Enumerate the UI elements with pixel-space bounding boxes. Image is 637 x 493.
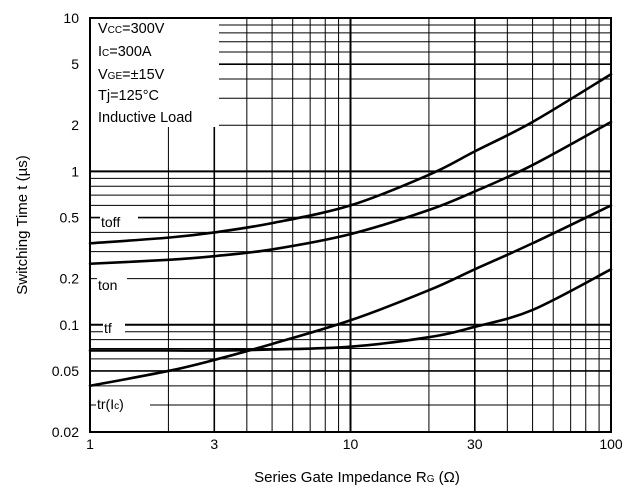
y-axis-title: Switching Time t (µs) [14,155,31,295]
plot-border [89,17,612,433]
series-label-background [97,277,127,293]
x-tick-label: 100 [599,436,623,452]
series-line-tf [88,268,613,352]
series-line-tr(Ic) [88,204,613,388]
series-label-toff: toff [101,214,120,230]
series-labels: toff ton tf tr(Ic) [96,214,150,412]
axis-titles: Series Gate Impedance RG (Ω) Switching Ti… [14,155,460,486]
y-tick-label: 0.05 [52,363,79,379]
conditions-box: VCC=300V IC=300A VGE=±15V Tj=125°C Inductive… [91,19,219,127]
series-label-ton: ton [98,277,117,293]
y-tick-label: 0.1 [60,317,80,333]
series-lines [88,72,613,388]
y-tick-label: 0.02 [52,424,79,440]
condition-text: Inductive Load [98,110,192,126]
series-label-tr(Ic): tr(Ic) [97,396,124,412]
x-tick-label: 3 [210,436,218,452]
y-tick-label: 0.2 [60,271,80,287]
series-label-background [103,320,125,336]
y-tick-label: 5 [71,56,79,72]
y-tick-label: 10 [63,10,79,26]
x-tick-label: 10 [343,436,359,452]
x-tick-label: 30 [467,436,483,452]
series-line-ton [88,120,613,266]
x-axis-title: Series Gate Impedance RG (Ω) [254,469,460,486]
condition-text: VCC=300V [98,21,165,37]
series-line-toff [88,72,613,245]
series-label-background [96,396,150,412]
plot-frame [89,17,612,433]
y-tick-label: 0.5 [60,210,80,226]
x-tick-label: 1 [86,436,94,452]
condition-text: IC=300A [98,44,152,60]
tick-labels: 1 3 10 30 100 0.02 0.05 0.1 0.2 0.5 1 2 5 10 [52,10,623,452]
series-label-tf: tf [104,320,112,336]
condition-text: VGE=±15V [98,67,165,83]
y-tick-label: 2 [71,117,79,133]
grid [90,18,611,432]
conditions-background [91,19,219,127]
condition-text: Tj=125°C [98,88,159,104]
series-label-background [100,214,138,230]
y-tick-label: 1 [71,163,79,179]
